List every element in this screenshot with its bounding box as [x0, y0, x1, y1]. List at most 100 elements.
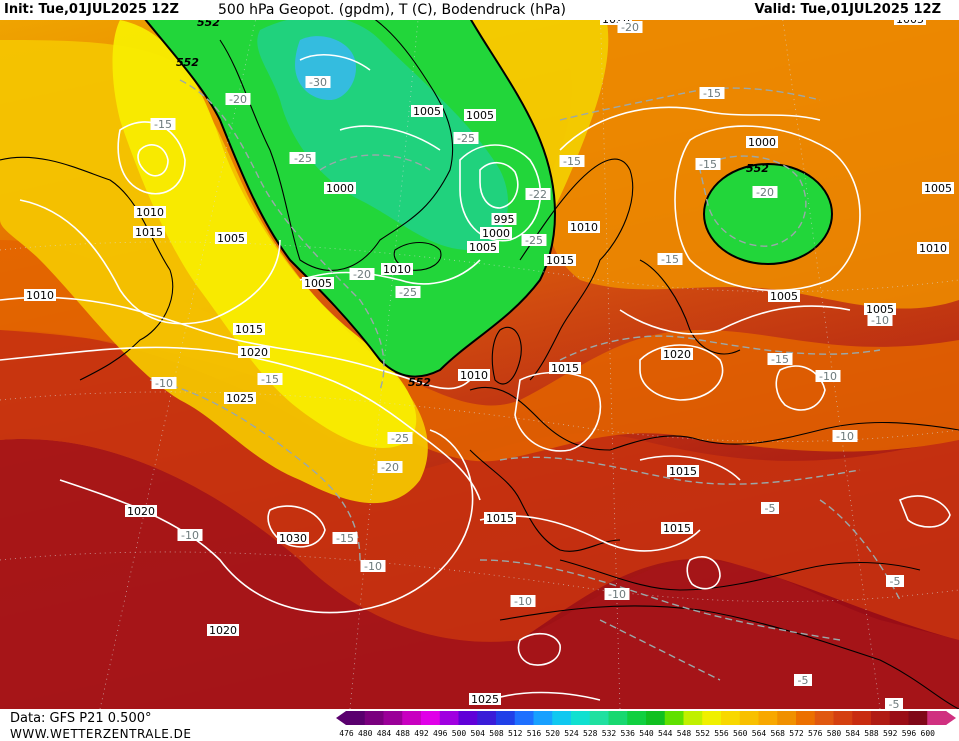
temperature-label: -10	[871, 314, 889, 327]
pressure-label-bg	[133, 226, 165, 238]
temperature-label: -15	[699, 158, 717, 171]
temperature-labels: -20 -15 -20 -30 -25 -25 -22 -25 -20 -25 -15 -15 -20 -…	[150, 21, 904, 711]
pressure-label: 1010	[383, 263, 411, 276]
pressure-label: 1000	[326, 182, 354, 195]
coast-scandinavia	[519, 158, 634, 381]
scale-swatch	[439, 711, 459, 725]
temperature-label: -10	[819, 370, 837, 383]
scale-swatch	[833, 711, 853, 725]
scale-swatch	[552, 711, 572, 725]
color-scale-labels: 476 480 484 488 492 496 500 504 508 512 516 520 524 5…	[336, 729, 956, 741]
temperature-label: -25	[391, 432, 409, 445]
pressure-label: 1005	[866, 303, 894, 316]
field-dark-red-sw	[0, 439, 959, 709]
pressure-label-bg	[125, 505, 157, 517]
pressure-label-bg	[746, 136, 778, 148]
pressure-labels: 1020100510001005101010151005100010051005…	[24, 13, 954, 706]
coast-europe-main	[469, 386, 959, 451]
scale-tick-label: 480	[358, 729, 373, 738]
scale-swatch	[608, 711, 628, 725]
temperature-label: -5	[890, 575, 901, 588]
pressure-label-bg	[568, 221, 600, 233]
pressure-label: 995	[494, 213, 515, 226]
pressure-label: 1005	[413, 105, 441, 118]
scale-swatch	[496, 711, 516, 725]
scale-swatch	[758, 711, 778, 725]
temperature-label: -15	[261, 373, 279, 386]
temperature-label: -15	[661, 253, 679, 266]
scale-swatch	[777, 711, 797, 725]
temperature-label-bg	[453, 132, 479, 144]
geopot-label: 552	[408, 376, 431, 389]
pressure-label: 1015	[669, 465, 697, 478]
scale-tick-label: 556	[714, 729, 729, 738]
geopot-label: 552	[176, 56, 199, 69]
scale-tick-label: 508	[489, 729, 504, 738]
pressure-label: 1015	[235, 323, 263, 336]
pressure-label: 1020	[127, 505, 155, 518]
pressure-label: 1025	[226, 392, 254, 405]
coastlines	[0, 9, 959, 710]
pressure-label-bg	[215, 232, 247, 244]
pressure-label-bg	[917, 242, 949, 254]
pressure-label-bg	[24, 289, 56, 301]
pressure-label-bg	[458, 369, 490, 381]
color-scale-bar	[336, 711, 956, 725]
pressure-label: 1020	[209, 624, 237, 637]
temperature-label-bg	[510, 595, 536, 607]
temperature-label-bg	[257, 373, 283, 385]
scale-swatch	[796, 711, 816, 725]
website-credit: WWW.WETTERZENTRALE.DE	[10, 727, 192, 741]
coast-mediterranean	[559, 559, 921, 591]
temperature-label: -15	[771, 353, 789, 366]
pressure-label: 1015	[135, 226, 163, 239]
temperature-label-bg	[695, 158, 721, 170]
temperature-label-bg	[657, 253, 683, 265]
pressure-label: 1010	[570, 221, 598, 234]
scale-tick-label: 600	[920, 729, 935, 738]
temperature-label-bg	[832, 430, 858, 442]
scale-tick-label: 528	[583, 729, 598, 738]
scale-tick-label: 584	[845, 729, 860, 738]
scale-tick-label: 564	[751, 729, 767, 738]
temperature-label-bg	[767, 353, 793, 365]
scale-swatch	[421, 711, 441, 725]
temperature-label: -10	[155, 377, 173, 390]
isobars	[0, 54, 951, 701]
scale-swatch	[571, 711, 591, 725]
temperature-label-bg	[617, 21, 643, 33]
temperature-label-bg	[360, 560, 386, 572]
graticule	[0, 0, 959, 710]
scale-swatch	[852, 711, 872, 725]
scale-tick-label: 580	[826, 729, 842, 738]
scale-swatch	[739, 711, 759, 725]
temperature-label: -10	[181, 529, 199, 542]
pressure-label: 1005	[304, 277, 332, 290]
pressure-label-bg	[484, 512, 516, 524]
scale-swatch	[871, 711, 891, 725]
scale-tick-label: 488	[395, 729, 410, 738]
scale-tick-label: 568	[770, 729, 785, 738]
temperature-label-bg	[151, 377, 177, 389]
scale-tick-label: 544	[658, 729, 673, 738]
temperature-label-bg	[761, 502, 779, 514]
scale-swatch	[889, 711, 909, 725]
scale-tick-label: 548	[676, 729, 692, 738]
scale-tick-label: 524	[564, 729, 579, 738]
temperature-label: -20	[381, 461, 399, 474]
pressure-label: 1005	[924, 182, 952, 195]
temperature-label: -20	[229, 93, 247, 106]
temperature-label: -5	[765, 502, 776, 515]
pressure-label: 1005	[217, 232, 245, 245]
scale-swatch	[364, 711, 384, 725]
temperature-label-bg	[177, 529, 203, 541]
cutoff-low-green	[703, 163, 833, 265]
coast-canada	[0, 156, 174, 381]
temperature-label: -15	[336, 532, 354, 545]
temperature-label-bg	[699, 87, 725, 99]
temperature-label-bg	[305, 76, 331, 88]
temperature-label: -5	[798, 674, 809, 687]
scale-tick-label: 540	[639, 729, 654, 738]
pressure-label-bg	[661, 522, 693, 534]
temperature-label: -10	[514, 595, 532, 608]
